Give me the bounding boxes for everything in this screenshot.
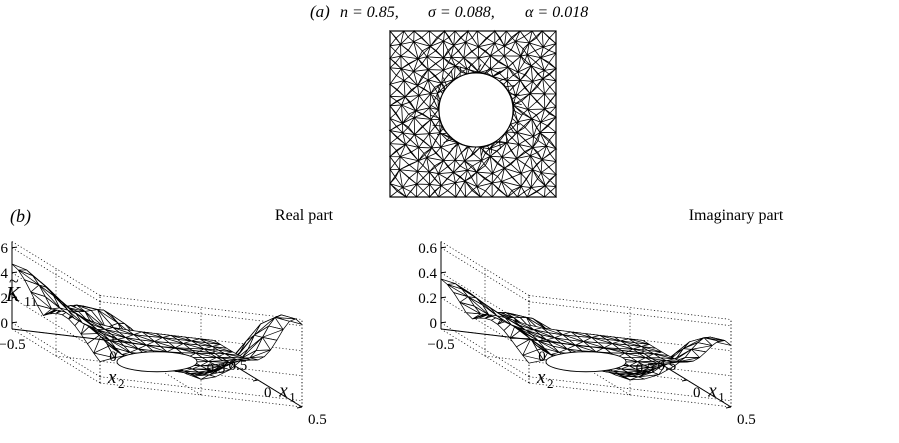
hole-outline [545, 351, 627, 373]
x-tick-label: 0 [109, 349, 117, 365]
y-tick-label: −0.5 [220, 358, 247, 374]
svg-text:~: ~ [9, 271, 19, 291]
z-tick-label: 0.6 [418, 241, 437, 257]
x-tick-label: 0.5 [207, 361, 226, 377]
x-axis-label: x [536, 367, 546, 388]
x-tick-label: −0.5 [0, 337, 26, 353]
surface-plot-imag: 00.20.40.6−0.500.50.50−0.5x 2 x 1 [418, 241, 756, 428]
z-tick-label: 0 [430, 316, 438, 332]
y-tick-label: 0.5 [737, 412, 756, 428]
plot-title-imag: Imaginary part [689, 207, 784, 224]
z-tick-label: 0.4 [418, 266, 437, 282]
x-axis-label: x [107, 367, 117, 388]
y-tick-label: −0.5 [649, 358, 676, 374]
x-axis-label-sub: 2 [118, 376, 125, 391]
x-axis-label-sub: 2 [547, 376, 554, 391]
svg-text:K: K [5, 282, 21, 306]
caption-sigma: σ = 0.088, [428, 4, 495, 21]
y-tick-label: 0 [693, 385, 701, 401]
y-axis-label-sub: 1 [718, 390, 725, 405]
x-tick-label: 0.5 [636, 361, 655, 377]
panel-a-label: (a) [310, 2, 330, 21]
y-axis-label: x [278, 381, 288, 402]
x-tick-label: −0.5 [427, 337, 454, 353]
z-tick-label: 0 [1, 316, 9, 332]
y-tick-label: 0.5 [308, 412, 327, 428]
z-tick-label: 0.2 [0, 291, 8, 307]
y-axis-label-sub: 1 [289, 390, 296, 405]
z-tick-label: 0.2 [418, 291, 437, 307]
x-tick-label: 0 [538, 349, 546, 365]
panel-b-label: (b) [10, 206, 31, 227]
finite-element-mesh [388, 29, 558, 199]
hole-outline [116, 351, 198, 373]
z-tick-label: 0.4 [0, 266, 9, 282]
plot-title-real: Real part [275, 207, 334, 224]
caption-alpha: α = 0.018 [525, 4, 588, 21]
y-tick-label: 0 [264, 385, 272, 401]
y-axis-label: x [707, 381, 717, 402]
caption-n: n = 0.85, [340, 4, 399, 21]
z-tick-label: 0.6 [0, 241, 9, 257]
